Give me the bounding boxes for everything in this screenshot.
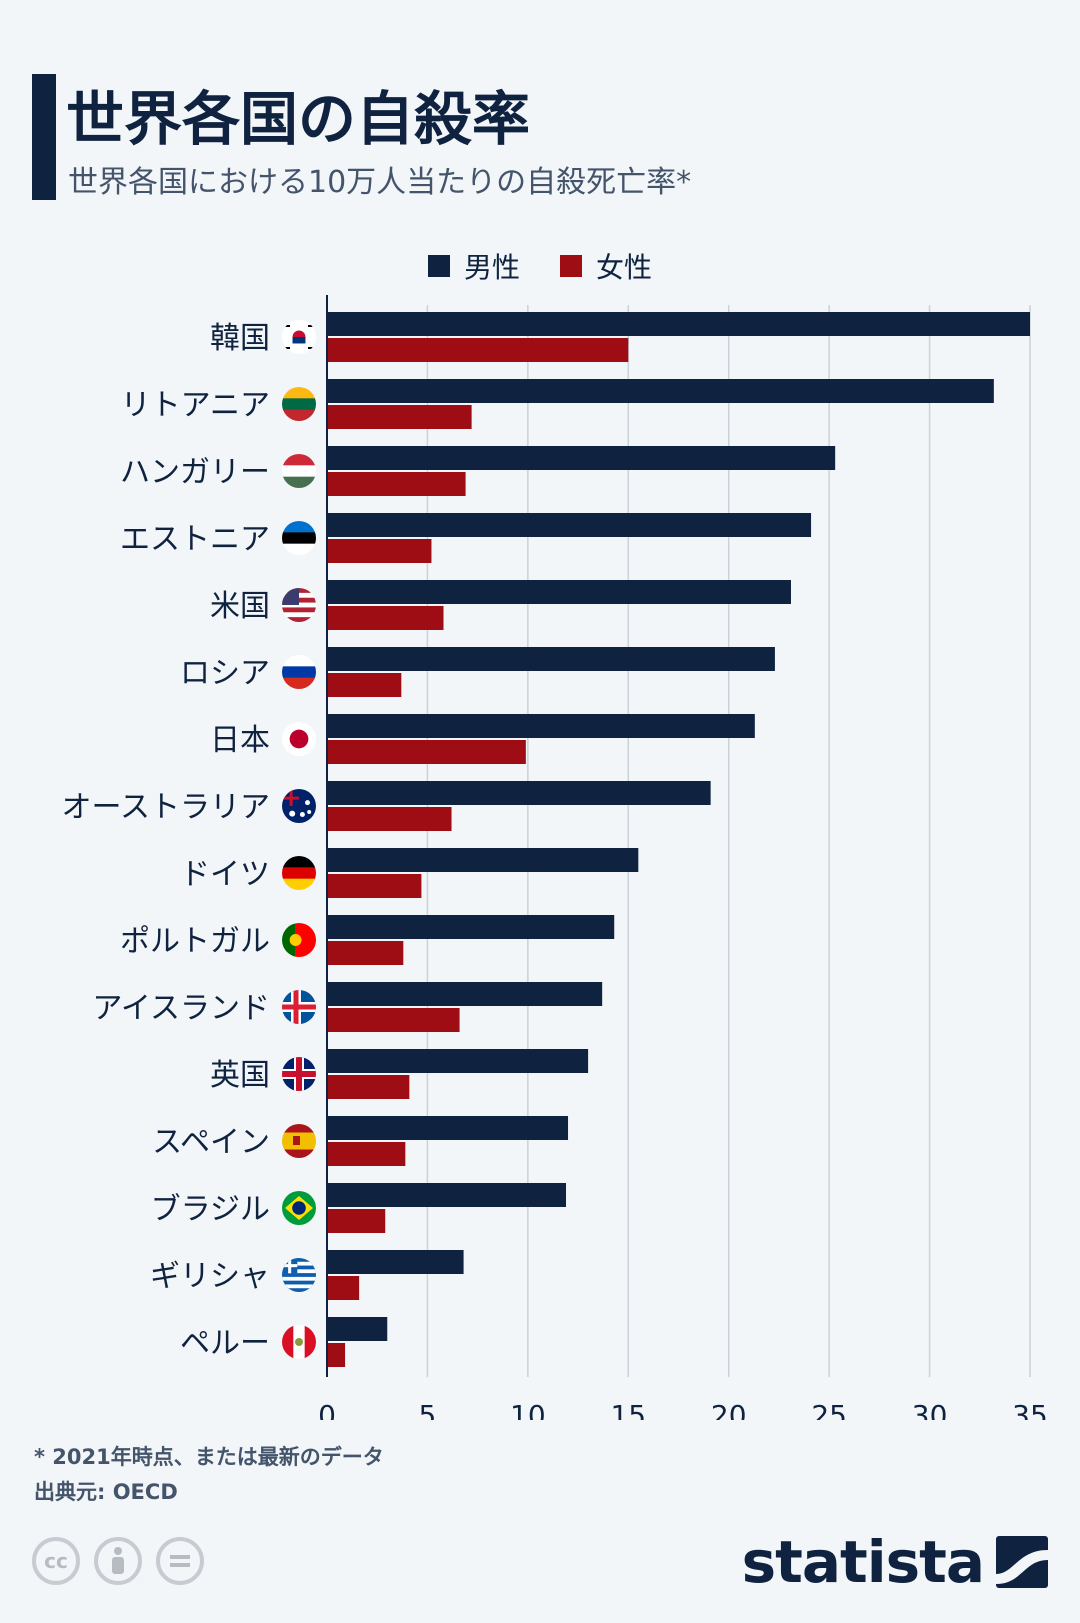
bar-female-10 — [327, 1008, 460, 1032]
title-accent-bar — [32, 74, 56, 200]
brand-name: statista — [741, 1528, 985, 1596]
category-label-3: エストニア — [120, 522, 270, 557]
footnote: * 2021年時点、または最新のデータ — [34, 1445, 384, 1469]
legend-label-male: 男性 — [463, 251, 520, 284]
bar-female-11 — [327, 1075, 410, 1099]
flag-russia-icon — [282, 655, 316, 689]
bar-female-1 — [327, 405, 472, 429]
flag-korea-icon — [282, 320, 316, 354]
bar-male-7 — [327, 781, 711, 805]
bar-male-14 — [327, 1250, 464, 1274]
bar-male-5 — [327, 647, 775, 671]
flag-estonia-icon — [282, 521, 316, 555]
category-label-14: ギリシャ — [150, 1259, 270, 1294]
x-tick-label-25: 25 — [811, 1399, 847, 1420]
flag-germany-icon — [282, 856, 316, 890]
license-icons: cc — [32, 1537, 204, 1585]
bar-male-10 — [327, 982, 603, 1006]
flag-portugal-icon — [282, 923, 316, 957]
bar-male-8 — [327, 848, 639, 872]
flag-peru-icon — [282, 1325, 316, 1359]
flag-hungary-icon — [282, 454, 316, 488]
bar-male-9 — [327, 915, 615, 939]
attribution-icon[interactable] — [94, 1537, 142, 1585]
bar-male-2 — [327, 446, 836, 470]
x-tick-label-0: 0 — [318, 1399, 336, 1420]
flag-australia-icon — [282, 789, 316, 823]
bar-male-1 — [327, 379, 994, 403]
category-label-5: ロシア — [180, 656, 270, 691]
flag-uk-icon — [282, 1057, 316, 1091]
x-tick-label-35: 35 — [1012, 1399, 1048, 1420]
x-tick-label-30: 30 — [912, 1399, 948, 1420]
bar-female-9 — [327, 941, 404, 965]
bar-male-12 — [327, 1116, 569, 1140]
flag-greece-icon — [282, 1258, 316, 1292]
page-subtitle: 世界各国における10万人当たりの自殺死亡率* — [68, 165, 692, 200]
category-label-15: ペルー — [180, 1326, 270, 1361]
flag-lithuania-icon — [282, 387, 316, 421]
bar-male-3 — [327, 513, 812, 537]
bar-male-11 — [327, 1049, 589, 1073]
x-tick-label-20: 20 — [711, 1399, 747, 1420]
bar-female-15 — [327, 1343, 346, 1367]
source-note: 出典元: OECD — [34, 1480, 178, 1504]
bar-female-2 — [327, 472, 466, 496]
bar-female-5 — [327, 673, 402, 697]
flag-brazil-icon — [282, 1191, 316, 1225]
category-label-0: 韓国 — [210, 321, 270, 356]
category-label-11: 英国 — [210, 1058, 270, 1093]
legend-item-female: 女性 — [560, 246, 652, 286]
legend-swatch-male — [427, 255, 450, 277]
bar-female-0 — [327, 338, 629, 362]
bar-chart: 0 5 10 15 20 25 30 35 韓国リトアニアハンガリーエストニア米国ロシア日本オー… — [62, 295, 1048, 1420]
bar-female-13 — [327, 1209, 386, 1233]
x-tick-label-10: 10 — [510, 1399, 546, 1420]
bar-female-7 — [327, 807, 452, 831]
bar-female-14 — [327, 1276, 360, 1300]
flag-iceland-icon — [282, 990, 316, 1024]
x-tick-label-15: 15 — [610, 1399, 646, 1420]
legend-label-female: 女性 — [596, 251, 653, 284]
category-label-2: ハンガリー — [120, 455, 270, 490]
bar-male-15 — [327, 1317, 388, 1341]
category-label-8: ドイツ — [180, 857, 270, 892]
chart-legend: 男性 女性 — [0, 246, 1080, 286]
category-label-13: ブラジル — [151, 1192, 270, 1227]
category-label-7: オーストラリア — [62, 790, 271, 825]
legend-item-male: 男性 — [427, 246, 520, 286]
bar-female-8 — [327, 874, 422, 898]
category-label-6: 日本 — [210, 723, 270, 758]
flag-spain-icon — [282, 1124, 316, 1158]
statista-mark-icon — [996, 1536, 1048, 1588]
category-label-1: リトアニア — [121, 388, 270, 423]
category-label-9: ポルトガル — [120, 924, 270, 959]
x-tick-label-5: 5 — [419, 1399, 437, 1420]
category-label-4: 米国 — [210, 589, 270, 624]
bar-female-12 — [327, 1142, 406, 1166]
no-derivatives-icon[interactable] — [156, 1537, 204, 1585]
category-label-10: アイスランド — [92, 991, 270, 1026]
cc-icon[interactable]: cc — [32, 1537, 80, 1585]
page-title: 世界各国の自殺率 — [66, 85, 531, 153]
bar-female-6 — [327, 740, 526, 764]
category-label-12: スペイン — [152, 1125, 270, 1160]
bar-male-6 — [327, 714, 755, 738]
bar-male-13 — [327, 1183, 567, 1207]
statista-logo[interactable]: statista — [742, 1528, 1048, 1596]
flag-usa-icon — [282, 588, 316, 622]
flag-japan-icon — [282, 722, 316, 756]
bar-male-4 — [327, 580, 791, 604]
bar-female-4 — [327, 606, 444, 630]
bar-female-3 — [327, 539, 432, 563]
bar-male-0 — [327, 312, 1030, 336]
legend-swatch-female — [560, 255, 582, 277]
